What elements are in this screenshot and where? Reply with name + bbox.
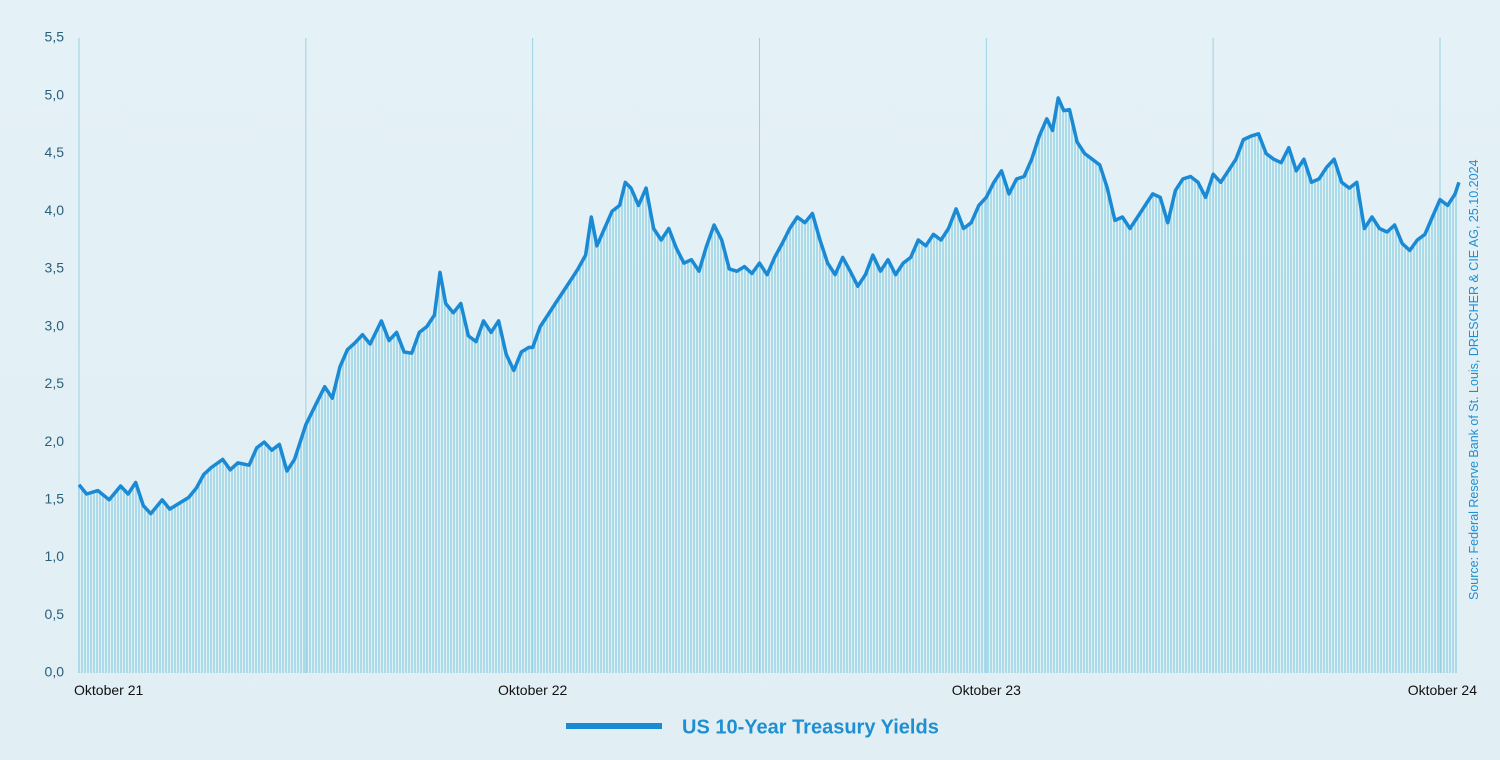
y-tick-label: 0,5 bbox=[45, 606, 65, 622]
legend-label: US 10-Year Treasury Yields bbox=[682, 716, 939, 738]
y-tick-label: 5,5 bbox=[45, 29, 65, 45]
y-tick-label: 1,5 bbox=[45, 491, 65, 507]
yield-area-bars bbox=[78, 102, 1457, 673]
legend: US 10-Year Treasury Yields bbox=[566, 716, 939, 738]
y-tick-label: 1,0 bbox=[45, 548, 65, 564]
y-tick-label: 2,0 bbox=[45, 433, 65, 449]
yield-series bbox=[77, 96, 1461, 516]
x-tick-label: Oktober 23 bbox=[952, 682, 1021, 698]
x-tick-label: Oktober 21 bbox=[74, 682, 143, 698]
y-tick-label: 5,0 bbox=[45, 86, 65, 102]
y-tick-label: 2,5 bbox=[45, 375, 65, 391]
x-tick-label: Oktober 24 bbox=[1408, 682, 1477, 698]
y-axis: 0,0 0,5 1,0 1,5 2,0 2,5 3,0 3,5 4,0 4,5 5,0 5,5 bbox=[45, 29, 65, 680]
y-tick-label: 3,0 bbox=[45, 317, 65, 333]
series-line bbox=[77, 96, 1461, 516]
x-tick-label: Oktober 22 bbox=[498, 682, 567, 698]
source-note: Source: Federal Reserve Bank of St. Loui… bbox=[1467, 159, 1481, 600]
y-tick-label: 0,0 bbox=[45, 664, 65, 680]
y-tick-label: 4,5 bbox=[45, 144, 65, 160]
y-tick-label: 4,0 bbox=[45, 202, 65, 218]
y-tick-label: 3,5 bbox=[45, 260, 65, 276]
x-axis: Oktober 21 Oktober 22 Oktober 23 Oktober 24 bbox=[74, 682, 1477, 698]
